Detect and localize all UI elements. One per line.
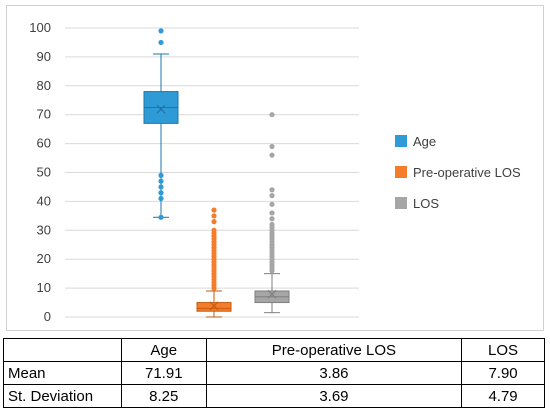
box-pre-operative-los [196,207,232,318]
outlier-point [158,195,164,202]
outlier-point [211,213,217,219]
table-header-cell: LOS [461,338,545,362]
chart-area: 0 10 20 30 40 50 60 70 80 90 100 Age Pre-operative … [6,5,544,331]
table-cell: 3.86 [205,361,463,385]
outlier-point [158,214,164,220]
outlier-point [269,143,275,150]
box-los [254,112,290,314]
legend: Age Pre-operative LOS LOS [395,134,521,211]
y-tick-label: 50 [37,165,51,180]
boxplot-chart: 0 10 20 30 40 50 60 70 80 90 100 Age Pre-operative … [29,20,521,324]
outlier-point [269,210,275,216]
legend-swatch [395,197,407,209]
legend-label: LOS [413,196,439,211]
mean-marker [156,104,166,114]
y-tick-label: 80 [37,78,51,93]
y-tick-label: 90 [37,49,51,64]
table-cell: 3.69 [205,384,463,408]
y-axis: 0 10 20 30 40 50 60 70 80 90 100 [29,20,51,324]
outlier-point [269,152,275,158]
outlier-point [269,112,275,118]
y-tick-label: 20 [37,251,51,266]
y-tick-label: 10 [37,280,51,295]
outlier-point [211,207,217,213]
legend-swatch [395,135,407,147]
table-header-row: Age Pre-operative LOS LOS [3,338,545,362]
outlier-point [211,227,217,233]
outlier-point [158,190,164,196]
legend-swatch [395,166,407,178]
table-row: Mean 71.91 3.86 7.90 [3,361,545,385]
summary-statistics-table: Age Pre-operative LOS LOS Mean 71.91 3.8… [3,338,545,408]
table-cell: 8.25 [120,384,207,408]
table-row-label: St. Deviation [3,384,122,408]
table-cell: 7.90 [461,361,545,385]
table-row: St. Deviation 8.25 3.69 4.79 [3,384,545,408]
outlier-point [269,201,275,207]
y-tick-label: 40 [37,193,51,208]
outlier-point [158,178,164,184]
table-cell: 4.79 [461,384,545,408]
table-row-label: Mean [3,361,122,385]
gridlines [65,27,359,318]
mean-marker [209,301,219,311]
outlier-point [158,184,164,190]
table-cell: 71.91 [120,361,207,385]
outlier-point [158,172,164,178]
outlier-point [269,193,275,199]
outlier-point [211,219,217,225]
y-tick-label: 0 [44,309,51,324]
box-age [143,28,179,220]
table-header-cell [3,338,122,362]
y-tick-label: 30 [37,222,51,237]
outlier-point [269,221,275,228]
box-iqr [196,302,232,312]
mean-marker [267,289,277,299]
outlier-point [269,216,275,222]
y-tick-label: 100 [29,20,51,35]
outlier-point [158,39,164,46]
outlier-point [158,28,164,34]
y-tick-label: 60 [37,136,51,151]
outlier-point [269,187,275,193]
legend-label: Pre-operative LOS [413,165,521,180]
legend-label: Age [413,134,436,149]
table-header-cell: Age [120,338,207,362]
y-tick-label: 70 [37,107,51,122]
table-header-cell: Pre-operative LOS [205,338,463,362]
boxes [143,28,290,318]
